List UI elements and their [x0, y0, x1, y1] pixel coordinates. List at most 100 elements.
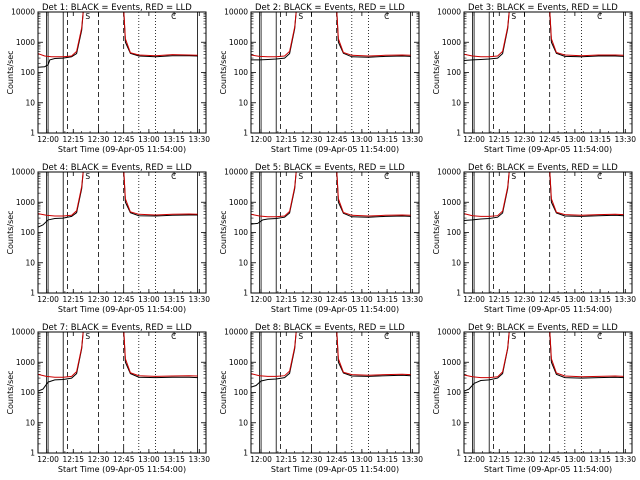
y-tick-label: 10	[238, 418, 248, 427]
y-tick-label: 1000	[16, 198, 35, 207]
series-line	[464, 12, 510, 61]
series-line	[464, 172, 510, 217]
y-axis-label: Counts/sec	[432, 50, 441, 94]
y-tick-label: 10000	[11, 328, 35, 337]
x-tick-label: 12:45	[113, 455, 135, 464]
panel-title: Det 3: BLACK = Events, RED = LLD	[468, 3, 618, 13]
marker-label: C	[171, 12, 176, 21]
marker-label: C	[597, 332, 602, 341]
plot-frame	[463, 331, 633, 454]
y-tick-label: 10000	[224, 8, 248, 17]
x-tick-label: 12:00	[463, 295, 485, 304]
series-line	[336, 172, 411, 217]
y-tick-label: 100	[21, 388, 36, 397]
x-tick-label: 12:00	[250, 135, 272, 144]
series-line	[38, 332, 84, 392]
x-tick-label: 13:15	[589, 135, 611, 144]
series-line	[336, 12, 411, 58]
y-tick-label: 1000	[229, 198, 248, 207]
series-line	[464, 12, 510, 58]
marker-label: C	[171, 332, 176, 341]
series-line	[549, 172, 624, 217]
panel-title: Det 4: BLACK = Events, RED = LLD	[42, 163, 192, 173]
y-tick-label: 1000	[16, 358, 35, 367]
y-tick-label: 1	[30, 289, 35, 298]
x-tick-label: 13:00	[351, 135, 373, 144]
y-tick-label: 100	[234, 228, 249, 237]
series-line	[38, 172, 84, 228]
x-tick-label: 12:45	[113, 135, 135, 144]
x-tick-label: 12:30	[301, 455, 323, 464]
x-tick-label: 13:30	[614, 455, 636, 464]
y-tick-label: 1	[456, 289, 461, 298]
y-tick-label: 1000	[442, 198, 461, 207]
x-tick-label: 12:45	[539, 295, 561, 304]
marker-label: S	[511, 172, 516, 181]
series-line	[464, 332, 510, 379]
y-tick-label: 100	[21, 228, 36, 237]
y-tick-label: 10	[238, 258, 248, 267]
y-tick-label: 1000	[442, 358, 461, 367]
series-line	[251, 332, 297, 377]
marker-label: S	[298, 12, 303, 21]
x-tick-label: 12:15	[275, 455, 297, 464]
x-tick-label: 13:00	[138, 455, 160, 464]
x-tick-label: 12:45	[539, 455, 561, 464]
x-tick-label: 13:00	[564, 295, 586, 304]
series-line	[549, 332, 624, 379]
x-tick-label: 13:15	[376, 295, 398, 304]
y-axis-label: Counts/sec	[219, 370, 228, 414]
x-tick-label: 13:30	[188, 455, 210, 464]
panel-title: Det 7: BLACK = Events, RED = LLD	[42, 323, 192, 333]
x-tick-label: 13:30	[188, 135, 210, 144]
series-line	[251, 12, 297, 58]
series-line	[123, 12, 198, 58]
x-tick-label: 13:15	[163, 455, 185, 464]
marker-label: S	[511, 12, 516, 21]
x-axis-label: Start Time (09-Apr-05 11:54:00)	[271, 305, 399, 314]
x-tick-label: 12:00	[37, 295, 59, 304]
y-tick-label: 100	[447, 68, 462, 77]
y-tick-label: 100	[21, 68, 36, 77]
x-tick-label: 12:15	[275, 295, 297, 304]
x-tick-label: 12:30	[514, 135, 536, 144]
x-tick-label: 12:00	[37, 455, 59, 464]
y-tick-label: 10000	[224, 328, 248, 337]
x-tick-label: 13:00	[351, 455, 373, 464]
panel-title: Det 5: BLACK = Events, RED = LLD	[255, 163, 405, 173]
series-line	[549, 12, 624, 57]
marker-label: S	[298, 332, 303, 341]
y-axis-label: Counts/sec	[219, 50, 228, 94]
y-tick-label: 10	[451, 258, 461, 267]
x-tick-label: 13:00	[138, 295, 160, 304]
y-tick-label: 1000	[229, 38, 248, 47]
x-tick-label: 13:15	[163, 295, 185, 304]
series-line	[123, 172, 198, 217]
series-line	[464, 332, 510, 392]
y-tick-label: 10000	[11, 8, 35, 17]
y-tick-label: 10	[25, 258, 35, 267]
series-line	[123, 12, 198, 57]
y-axis-label: Counts/sec	[6, 370, 15, 414]
series-line	[123, 332, 198, 377]
x-tick-label: 12:15	[62, 455, 84, 464]
x-tick-label: 13:30	[401, 135, 423, 144]
x-tick-label: 13:15	[376, 135, 398, 144]
series-line	[38, 172, 84, 217]
y-tick-label: 10	[451, 418, 461, 427]
series-line	[251, 12, 297, 61]
marker-label: C	[597, 172, 602, 181]
series-line	[336, 332, 411, 377]
panel-title: Det 6: BLACK = Events, RED = LLD	[468, 163, 618, 173]
x-tick-label: 12:30	[301, 135, 323, 144]
panel-title: Det 8: BLACK = Events, RED = LLD	[255, 323, 405, 333]
plot-frame	[37, 331, 207, 454]
y-tick-label: 1	[456, 449, 461, 458]
y-tick-label: 1	[456, 129, 461, 138]
series-line	[251, 332, 297, 388]
series-line	[123, 332, 198, 379]
x-tick-label: 13:30	[401, 295, 423, 304]
